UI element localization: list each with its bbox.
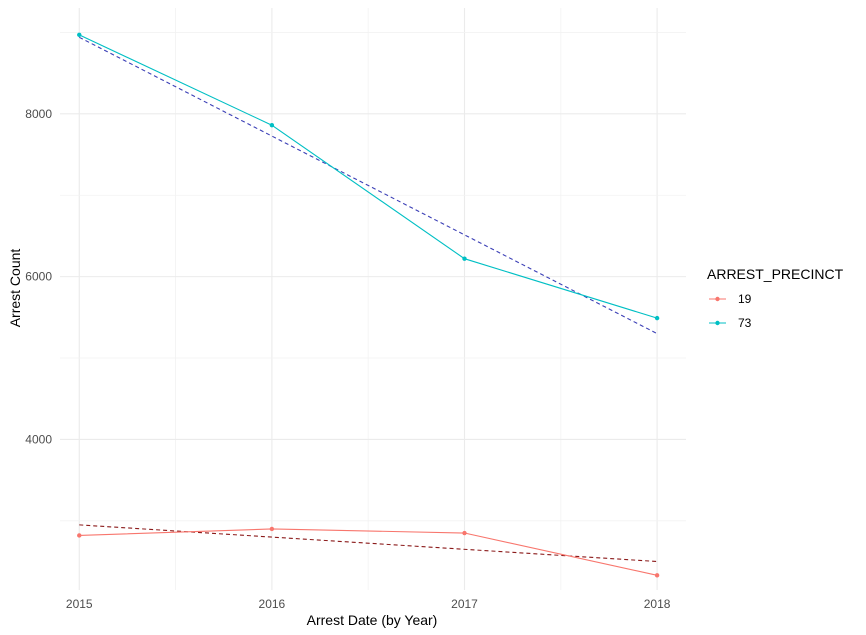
x-tick-label: 2015 [66, 597, 93, 611]
data-point-73 [654, 315, 660, 321]
x-tick-label: 2016 [259, 597, 286, 611]
data-point-19 [654, 573, 660, 578]
data-point-19 [77, 533, 82, 538]
grid [60, 8, 686, 590]
y-axis-title: Arrest Count [7, 249, 23, 328]
trend-line-73 [79, 36, 658, 335]
legend-label: 73 [738, 316, 752, 330]
x-tick-label: 2017 [451, 597, 478, 611]
trend-line-19 [79, 524, 658, 563]
y-tick-label: 8000 [25, 107, 52, 121]
series-line-73 [79, 34, 658, 319]
tick-labels: 2015 2016 2017 2018 4000 6000 8000 [25, 107, 670, 611]
legend-entry-19: 19 [709, 292, 752, 306]
data-point-73 [269, 123, 275, 128]
y-tick-label: 6000 [25, 270, 52, 284]
data-point-19 [462, 530, 467, 536]
data-point-19 [269, 526, 275, 532]
y-tick-label: 4000 [25, 432, 52, 446]
trend-lines [79, 36, 658, 563]
legend-key-point [715, 296, 720, 302]
legend-title: ARREST_PRECINCT [707, 266, 844, 282]
series-lines [77, 32, 660, 578]
x-axis-title: Arrest Date (by Year) [307, 612, 438, 628]
legend-key-point [715, 320, 720, 326]
data-point-73 [462, 256, 467, 261]
data-point-73 [77, 32, 82, 38]
legend-entry-73: 73 [709, 316, 752, 330]
x-tick-label: 2018 [644, 597, 671, 611]
series-line-19 [79, 528, 658, 576]
legend-label: 19 [738, 292, 752, 306]
